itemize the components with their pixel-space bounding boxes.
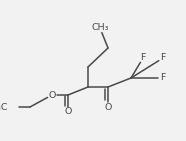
Text: F: F — [160, 53, 166, 62]
Text: F: F — [160, 73, 166, 82]
Text: H₃C: H₃C — [0, 103, 8, 112]
Text: O: O — [64, 107, 72, 116]
Text: F: F — [140, 53, 146, 62]
Text: CH₃: CH₃ — [91, 24, 109, 32]
Text: O: O — [48, 91, 56, 100]
Text: O: O — [104, 103, 112, 112]
